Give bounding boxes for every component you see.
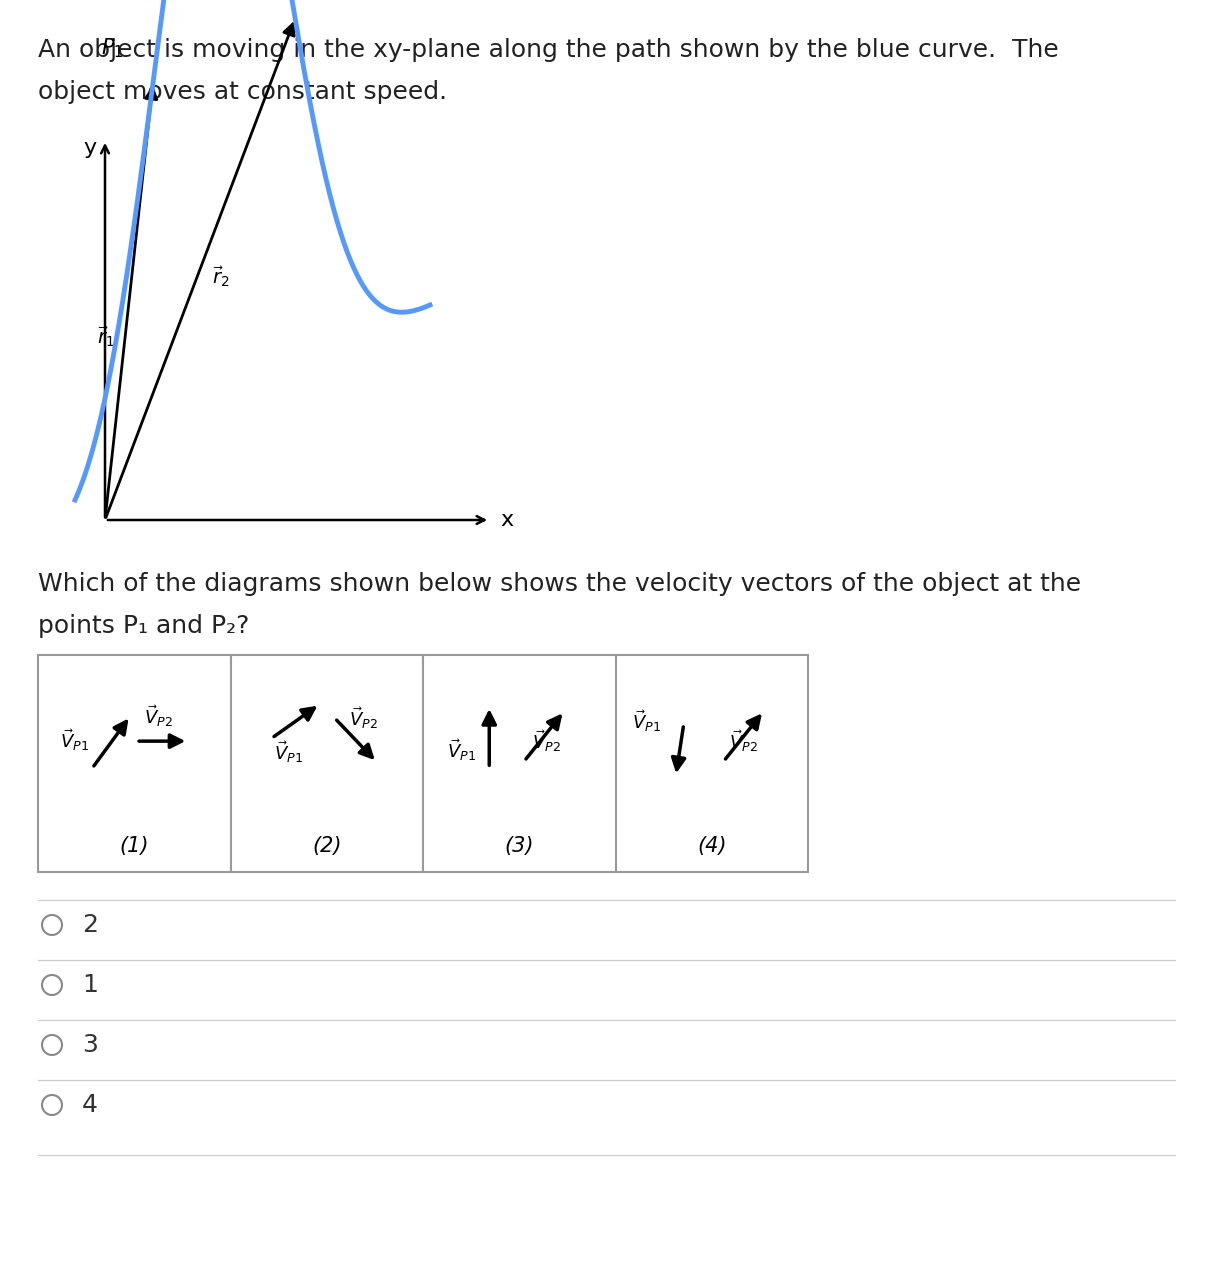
Text: $\vec{V}_{P1}$: $\vec{V}_{P1}$	[60, 727, 89, 753]
Text: $\vec{V}_{P2}$: $\vec{V}_{P2}$	[729, 728, 758, 755]
Bar	[37, 655, 808, 872]
Text: An object is moving in the xy-plane along the path shown by the blue curve.  The: An object is moving in the xy-plane alon…	[37, 38, 1059, 62]
Text: $P_1$: $P_1$	[102, 37, 123, 60]
Text: (3): (3)	[504, 836, 534, 856]
Text: 2: 2	[82, 913, 98, 937]
Text: points P₁ and P₂?: points P₁ and P₂?	[37, 614, 249, 638]
Text: x: x	[501, 510, 513, 530]
Text: y: y	[83, 138, 97, 158]
Text: $\vec{V}_{P2}$: $\vec{V}_{P2}$	[144, 704, 173, 729]
Text: $\vec{V}_{P1}$: $\vec{V}_{P1}$	[447, 737, 476, 763]
Text: (1): (1)	[120, 836, 149, 856]
Text: 1: 1	[82, 974, 98, 998]
Text: $\vec{V}_{P1}$: $\vec{V}_{P1}$	[273, 739, 302, 765]
Text: Which of the diagrams shown below shows the velocity vectors of the object at th: Which of the diagrams shown below shows …	[37, 572, 1081, 596]
Text: $\vec{V}_{P1}$: $\vec{V}_{P1}$	[632, 708, 660, 734]
Text: object moves at constant speed.: object moves at constant speed.	[37, 80, 447, 104]
Text: 4: 4	[82, 1093, 98, 1117]
Text: (4): (4)	[698, 836, 727, 856]
Text: $\vec{r}_2$: $\vec{r}_2$	[212, 265, 230, 290]
Text: $\vec{V}_{P2}$: $\vec{V}_{P2}$	[348, 705, 377, 732]
Text: 3: 3	[82, 1033, 98, 1057]
Text: $\vec{r}_1$: $\vec{r}_1$	[97, 325, 115, 349]
Text: $\vec{V}_{P2}$: $\vec{V}_{P2}$	[532, 728, 561, 755]
Text: (2): (2)	[312, 836, 341, 856]
